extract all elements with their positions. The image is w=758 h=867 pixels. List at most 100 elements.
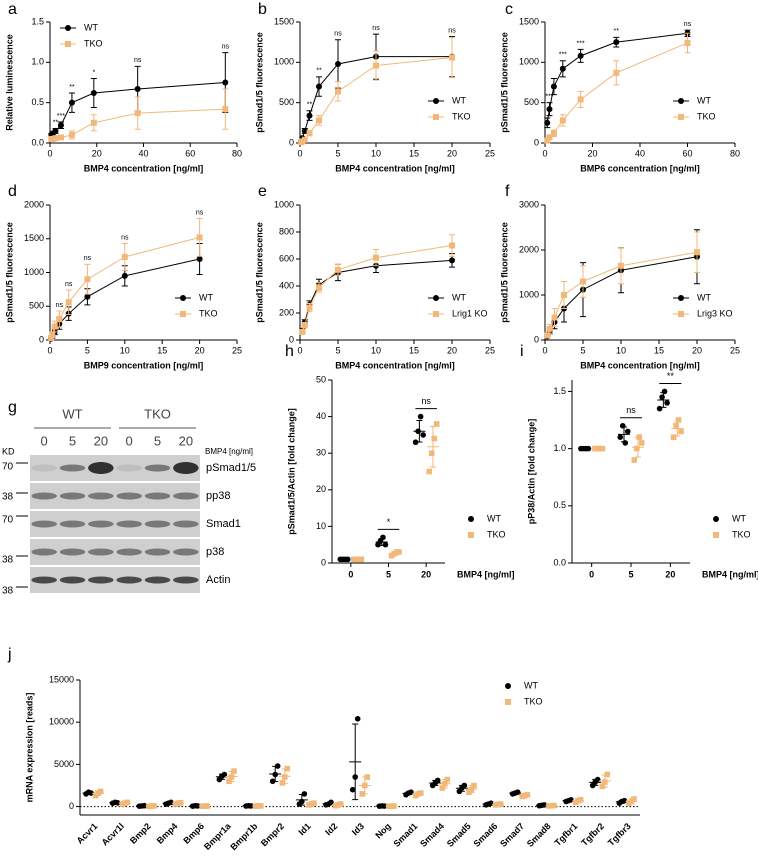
data-point: [617, 434, 624, 440]
data-point: [204, 803, 211, 809]
data-point: [306, 130, 313, 137]
data-point: [335, 266, 341, 273]
x-axis-label: BMP4 [ng/ml]: [702, 569, 758, 579]
x-tick-label: 0: [47, 148, 52, 158]
x-tick-label: 40: [635, 148, 645, 158]
blot-band: [116, 464, 142, 472]
y-tick-label: 0: [289, 334, 294, 344]
data-point: [57, 134, 64, 141]
data-point: [382, 541, 389, 548]
x-tick-label: Acvr1l: [100, 821, 127, 848]
data-point: [544, 119, 551, 126]
data-point: [57, 122, 64, 129]
legend-marker: [65, 25, 71, 31]
legend-label: Lrig3 KO: [697, 308, 733, 318]
data-point: [335, 60, 341, 67]
legend-marker: [433, 311, 439, 317]
data-point: [551, 314, 558, 321]
y-tick-label: 1500: [519, 16, 539, 26]
legend-label: WT: [524, 680, 538, 690]
x-axis-label: BMP4 concentration [ng/ml]: [335, 360, 455, 370]
data-point: [618, 262, 624, 269]
y-tick-label: 1.0: [31, 57, 44, 67]
data-point: [670, 434, 677, 440]
data-point: [636, 434, 643, 440]
data-point: [352, 774, 359, 780]
blot-band: [88, 520, 114, 528]
blot-band: [31, 576, 57, 584]
panel-letter: j: [7, 646, 12, 663]
data-point: [613, 39, 620, 46]
data-point: [65, 299, 72, 306]
legend-marker: [180, 311, 186, 317]
blot-band: [31, 464, 57, 472]
data-point: [381, 803, 388, 809]
data-point: [306, 304, 313, 311]
x-tick-label: 20: [92, 148, 102, 158]
data-point: [468, 786, 475, 793]
blot-band: [144, 520, 171, 528]
x-tick-label: 80: [232, 148, 242, 158]
y-tick-label: 3000: [519, 199, 539, 209]
data-point: [301, 791, 308, 797]
data-point: [301, 322, 308, 329]
y-tick-label: 1500: [274, 16, 294, 26]
data-point: [544, 137, 551, 144]
data-point: [301, 127, 308, 134]
dose-label: 5: [154, 433, 161, 448]
x-axis-label: BMP6 concentration [ng/ml]: [580, 163, 700, 173]
significance: ns: [421, 396, 431, 406]
blot-band: [59, 548, 86, 556]
blot-band: [59, 576, 86, 584]
y-tick-label: 1.0: [553, 443, 566, 453]
data-point: [577, 96, 584, 103]
x-tick-label: Bmpr1a: [202, 820, 233, 851]
x-tick-label: Nog: [373, 821, 392, 840]
data-point: [631, 457, 638, 463]
data-point: [299, 328, 306, 335]
significance: ns: [56, 302, 64, 309]
data-point: [359, 791, 366, 797]
significance: ns: [372, 25, 380, 32]
significance: ns: [84, 255, 92, 262]
group-label: TKO: [144, 406, 171, 421]
blot-row-label: Actin: [206, 574, 230, 586]
legend-marker: [713, 516, 719, 522]
data-point: [226, 778, 232, 785]
blot-band: [88, 576, 114, 584]
data-point: [408, 789, 414, 796]
panel-letter: c: [505, 1, 513, 18]
y-axis-label: pSmad1/5 fluorescence: [4, 222, 14, 323]
data-point: [415, 428, 421, 435]
data-point: [88, 790, 94, 796]
series-line: [50, 236, 200, 339]
x-tick-label: 15: [654, 345, 664, 355]
data-point: [396, 549, 402, 555]
legend-label: TKO: [732, 529, 751, 539]
y-tick-label: 2000: [519, 244, 539, 254]
y-tick-label: 5000: [54, 759, 74, 769]
x-tick-label: 10: [616, 345, 626, 355]
y-tick-label: 0: [534, 137, 539, 147]
y-axis-label: pSmad1/5 fluorescence: [499, 32, 509, 133]
data-point: [48, 334, 55, 341]
y-tick-label: 500: [524, 97, 539, 107]
data-point: [362, 782, 368, 789]
y-tick-label: 0: [289, 137, 294, 147]
significance: ns: [334, 31, 342, 38]
y-tick-label: 1.5: [31, 16, 44, 26]
y-tick-label: 50: [316, 374, 326, 384]
dose-unit: BMP4 [ng/ml]: [205, 447, 253, 456]
panel-letter: f: [505, 183, 510, 200]
legend-label: TKO: [697, 111, 716, 121]
data-point: [585, 445, 592, 452]
kd-marker: 38: [2, 555, 14, 566]
panel-letter: g: [8, 399, 17, 416]
data-point: [638, 440, 645, 446]
x-tick-label: 15: [157, 345, 167, 355]
legend-label: WT: [732, 513, 746, 523]
blot-band: [144, 576, 171, 584]
data-point: [196, 234, 203, 241]
x-tick-label: 5: [580, 345, 585, 355]
data-point: [141, 802, 148, 809]
